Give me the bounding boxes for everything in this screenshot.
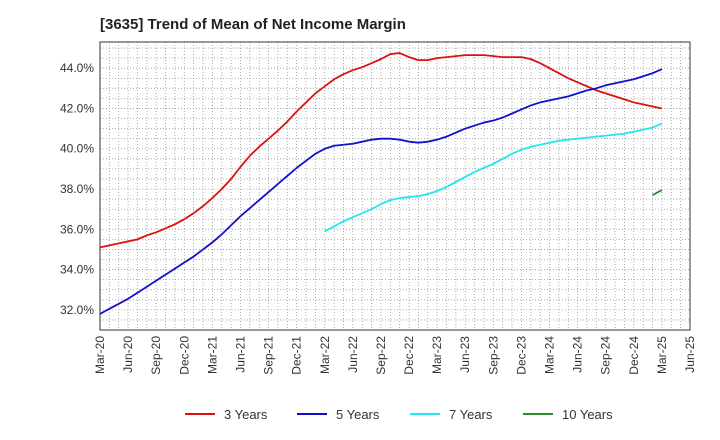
x-axis-ticks: Mar-20 Jun-20 Sep-20 Dec-20 Mar-21 Jun-21 Sep-… — [93, 336, 697, 375]
x-tick-label: Sep-24 — [599, 336, 613, 375]
x-tick-label: Jun-20 — [121, 336, 135, 373]
plot-frame — [99, 41, 691, 331]
x-tick-label: Mar-25 — [655, 336, 669, 374]
series-line-10-years — [652, 189, 663, 196]
series-lines — [99, 52, 663, 315]
legend-label: 7 Years — [449, 407, 493, 422]
y-tick-label: 34.0% — [60, 263, 94, 277]
x-tick-label: Dec-23 — [514, 336, 528, 375]
x-tick-label: Dec-22 — [402, 336, 416, 375]
y-tick-label: 42.0% — [60, 101, 94, 115]
chart-title: [3635] Trend of Mean of Net Income Margi… — [100, 16, 406, 33]
series-line-3-years — [99, 52, 663, 249]
y-tick-label: 44.0% — [60, 61, 94, 75]
x-tick-label: Mar-22 — [318, 336, 332, 374]
x-tick-label: Sep-21 — [262, 336, 276, 375]
x-tick-label: Mar-24 — [543, 336, 557, 374]
y-tick-label: 36.0% — [60, 222, 94, 236]
legend: 3 Years 5 Years 7 Years 10 Years — [185, 407, 613, 422]
x-tick-label: Jun-23 — [458, 336, 472, 373]
legend-label: 5 Years — [336, 407, 380, 422]
x-tick-label: Jun-22 — [346, 336, 360, 373]
grid — [100, 42, 690, 331]
x-tick-label: Dec-20 — [177, 336, 191, 375]
y-tick-label: 32.0% — [60, 303, 94, 317]
x-tick-label: Sep-23 — [486, 336, 500, 375]
legend-label: 10 Years — [562, 407, 613, 422]
legend-label: 3 Years — [224, 407, 268, 422]
x-tick-label: Mar-21 — [205, 336, 219, 374]
x-tick-label: Dec-24 — [627, 336, 641, 375]
x-tick-label: Jun-25 — [683, 336, 697, 373]
x-tick-label: Mar-20 — [93, 336, 107, 374]
series-line-5-years — [99, 68, 663, 315]
y-tick-label: 40.0% — [60, 142, 94, 156]
x-tick-label: Sep-22 — [374, 336, 388, 375]
x-tick-label: Jun-21 — [233, 336, 247, 373]
series-line-7-years — [324, 122, 663, 233]
y-tick-label: 38.0% — [60, 182, 94, 196]
x-tick-label: Sep-20 — [149, 336, 163, 375]
x-tick-label: Jun-24 — [571, 336, 585, 373]
x-tick-label: Mar-23 — [430, 336, 444, 374]
x-tick-label: Dec-21 — [290, 336, 304, 375]
y-axis-ticks: 32.0% 34.0% 36.0% 38.0% 40.0% 42.0% 44.0% — [60, 61, 94, 317]
